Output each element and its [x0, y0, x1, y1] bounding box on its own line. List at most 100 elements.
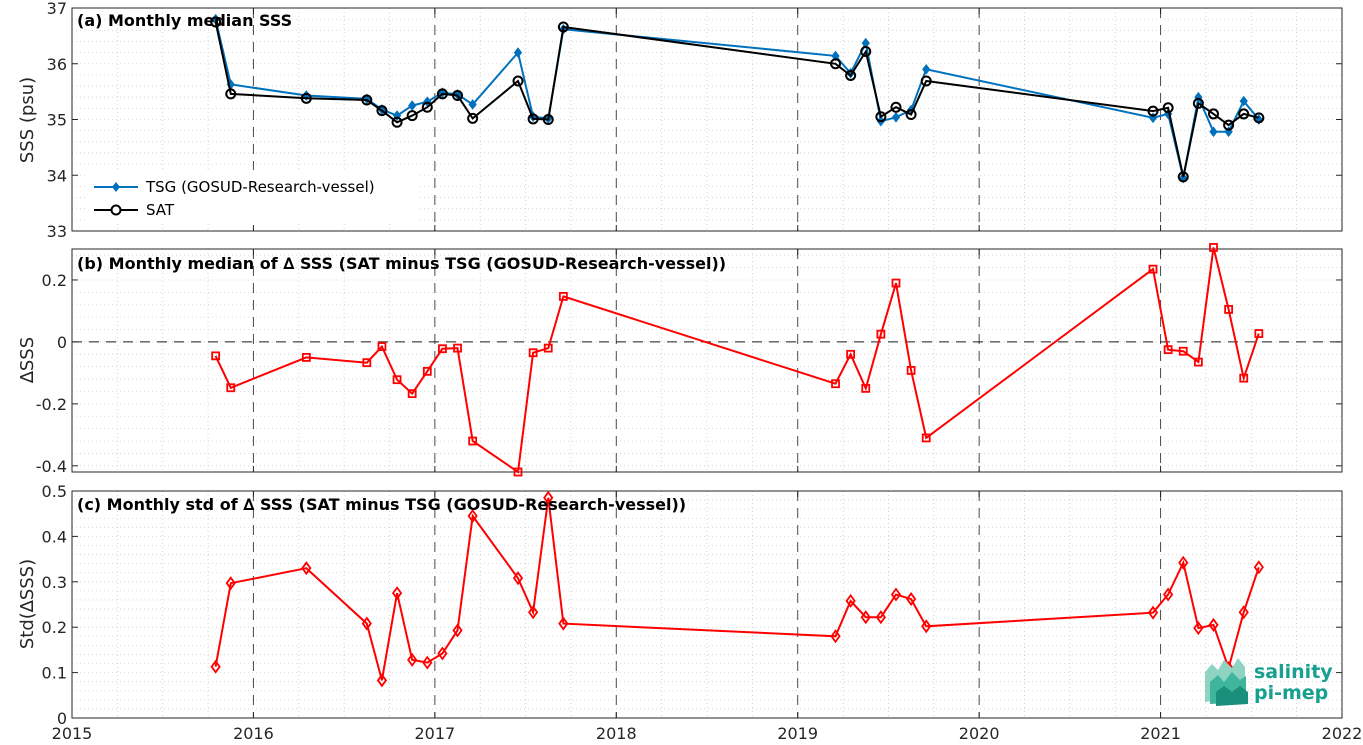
data-point	[301, 353, 311, 362]
data-point	[905, 108, 917, 120]
data-point	[845, 593, 856, 608]
data-point	[226, 383, 236, 393]
legend-sat-label: SAT	[146, 201, 175, 219]
data-point	[1178, 346, 1188, 356]
data-point	[1207, 108, 1219, 120]
series-line	[214, 247, 1260, 474]
data-point	[210, 659, 221, 674]
data-point	[512, 75, 524, 87]
data-point	[1179, 172, 1188, 184]
data-point	[921, 619, 932, 634]
logo-line1: salinity	[1254, 661, 1333, 683]
data-point	[1208, 617, 1219, 632]
data-point	[422, 655, 433, 670]
data-point	[876, 329, 886, 339]
series-delta-sss	[211, 243, 1264, 477]
data-point	[453, 343, 462, 353]
data-point	[468, 436, 478, 446]
data-point	[860, 45, 872, 57]
data-point	[1209, 126, 1218, 138]
data-point	[1223, 119, 1235, 131]
plot-area	[72, 491, 1342, 718]
y-tick-label: 0.2	[42, 271, 67, 290]
y-axis-label: SSS (psu)	[17, 77, 38, 163]
data-point	[890, 587, 902, 602]
data-point	[875, 111, 887, 123]
data-point	[890, 101, 902, 113]
data-point	[1192, 97, 1204, 109]
data-point	[846, 349, 856, 359]
data-point	[467, 508, 478, 524]
data-point	[1253, 560, 1264, 575]
data-point	[436, 88, 448, 100]
data-point	[438, 344, 447, 354]
y-tick-label: 0.3	[42, 573, 67, 592]
data-point	[1163, 345, 1173, 355]
logo-line2: pi-mep	[1254, 682, 1328, 704]
series-line	[214, 21, 1260, 178]
data-point	[301, 561, 312, 576]
data-point	[1209, 243, 1218, 252]
data-point	[1177, 171, 1189, 183]
y-axis-label: ∆SSS	[17, 337, 38, 384]
data-point	[391, 116, 403, 128]
panel-b-delta-sss-median: 0.2 0 -0.2 -0.4 ∆SSS (b) Monthly median of ∆ …	[17, 243, 1343, 477]
y-tick-label: 34	[47, 166, 67, 185]
series-delta-sss	[210, 490, 1264, 688]
data-point	[558, 291, 568, 301]
data-point	[528, 348, 538, 358]
data-point	[391, 586, 403, 601]
y-tick-label: -0.4	[36, 457, 67, 476]
data-point	[1238, 108, 1250, 120]
data-point	[362, 358, 372, 368]
data-point	[1238, 605, 1249, 620]
data-point	[513, 467, 523, 477]
data-point	[875, 610, 886, 625]
data-point	[542, 114, 554, 125]
data-point	[1239, 95, 1248, 107]
data-point	[513, 47, 523, 58]
data-point	[1253, 112, 1265, 124]
x-tick-label: 2019	[777, 724, 818, 743]
legend-sat-marker	[110, 204, 122, 216]
data-point	[407, 389, 417, 399]
x-tick-label: 2017	[414, 724, 455, 743]
y-tick-label: 37	[47, 0, 67, 18]
data-point	[225, 576, 236, 591]
data-point	[452, 90, 464, 102]
data-point	[906, 366, 916, 375]
data-point	[1147, 605, 1159, 620]
series-line	[214, 497, 1260, 681]
y-tick-label: 35	[47, 111, 67, 130]
data-point	[361, 616, 372, 631]
data-point	[361, 94, 373, 106]
data-point	[891, 278, 901, 288]
data-point	[376, 673, 388, 688]
data-point	[1224, 304, 1234, 314]
data-point	[225, 88, 237, 100]
x-tick-label: 2022	[1322, 724, 1363, 743]
data-point	[527, 113, 539, 125]
legend-tsg-label: TSG (GOSUD-Research-vessel)	[145, 178, 375, 196]
data-point	[845, 69, 857, 81]
data-point	[1193, 357, 1203, 367]
data-point	[408, 100, 417, 111]
data-point	[407, 652, 418, 667]
x-tick-label: 2016	[233, 724, 274, 743]
data-point	[468, 99, 477, 110]
data-point	[452, 623, 463, 638]
x-tick-label: 2015	[52, 724, 93, 743]
data-point	[1162, 102, 1174, 114]
y-tick-label: 0.2	[42, 618, 67, 637]
x-tick-label: 2020	[959, 724, 1000, 743]
data-point	[920, 75, 932, 87]
data-point	[392, 375, 402, 385]
y-tick-label: 36	[47, 55, 67, 74]
data-point	[831, 50, 840, 62]
data-point	[1163, 587, 1174, 602]
data-point	[406, 110, 418, 122]
y-tick-label: 0	[57, 709, 67, 728]
plot-area	[72, 249, 1342, 472]
y-axis-label: Std(∆SSS)	[17, 559, 38, 649]
